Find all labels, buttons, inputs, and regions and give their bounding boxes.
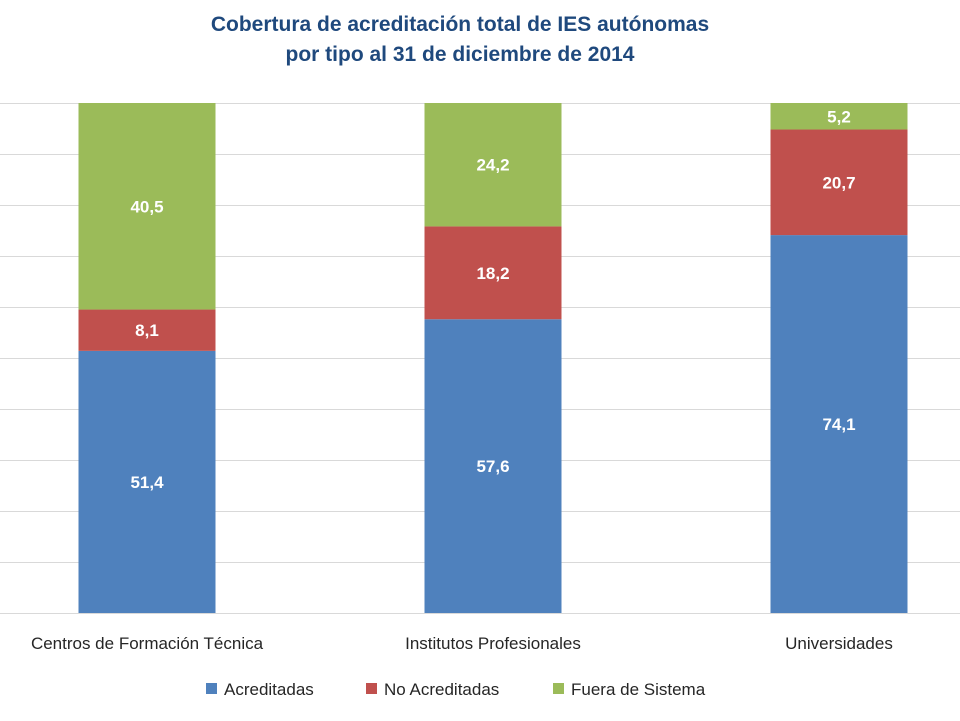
chart-title: Cobertura de acreditación total de IES a… bbox=[0, 10, 920, 70]
legend-entry: No Acreditadas bbox=[384, 680, 499, 699]
chart-title-line-2: por tipo al 31 de diciembre de 2014 bbox=[285, 43, 635, 66]
category-labels: Centros de Formación Técnica Institutos P… bbox=[31, 634, 893, 653]
bar-segment bbox=[424, 226, 562, 320]
bar-segment bbox=[78, 350, 216, 613]
data-label: 51,4 bbox=[130, 473, 164, 492]
legend-entry: Fuera de Sistema bbox=[571, 680, 706, 699]
data-label: 20,7 bbox=[822, 173, 855, 192]
legend-entry: Acreditadas bbox=[224, 680, 314, 699]
category-label: Universidades bbox=[785, 634, 893, 653]
legend-swatch bbox=[553, 683, 564, 694]
bar-segment bbox=[424, 103, 562, 227]
bars: 51,4 8,1 40,5 57,6 18,2 24,2 74,1 20,7 5,2 bbox=[78, 103, 908, 613]
bar-segment bbox=[770, 129, 908, 236]
legend-swatch bbox=[366, 683, 377, 694]
bar-segment bbox=[770, 103, 908, 130]
bar-segment bbox=[78, 103, 216, 310]
data-label: 40,5 bbox=[130, 197, 163, 216]
legend-swatch bbox=[206, 683, 217, 694]
data-label: 74,1 bbox=[822, 415, 855, 434]
data-label: 8,1 bbox=[135, 321, 159, 340]
category-label: Centros de Formación Técnica bbox=[31, 634, 264, 653]
category-label: Institutos Profesionales bbox=[405, 634, 581, 653]
bar-segment bbox=[424, 319, 562, 613]
data-label: 57,6 bbox=[476, 457, 509, 476]
legend: Acreditadas No Acreditadas Fuera de Sistem… bbox=[206, 680, 706, 699]
bar-segment bbox=[770, 235, 908, 613]
bar-segment bbox=[78, 309, 216, 351]
chart-title-line-1: Cobertura de acreditación total de IES a… bbox=[210, 13, 710, 36]
data-label: 24,2 bbox=[476, 156, 509, 175]
data-label: 5,2 bbox=[827, 107, 851, 126]
data-label: 18,2 bbox=[476, 264, 509, 283]
